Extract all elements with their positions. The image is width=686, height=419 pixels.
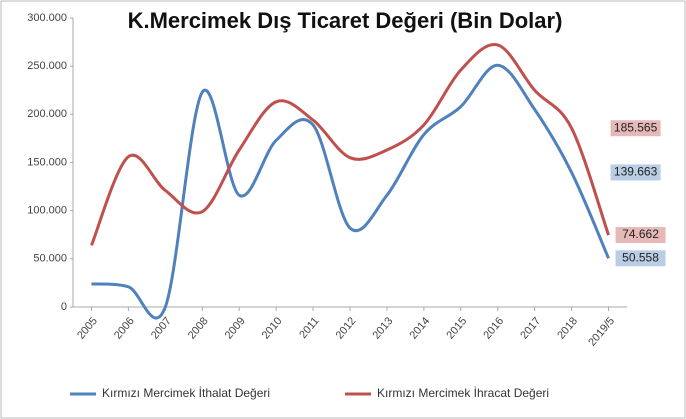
y-tick-label: 150.000: [27, 156, 67, 168]
data-label-box: [610, 164, 661, 181]
legend-label: Kırmızı Mercimek İthalat Değeri: [102, 386, 270, 400]
data-label: 139.663: [614, 165, 658, 179]
data-label: 185.565: [614, 120, 658, 134]
data-label-box: [615, 250, 666, 267]
y-tick-label: 200.000: [27, 108, 67, 120]
data-label-box: [610, 120, 661, 137]
y-tick-label: 250.000: [27, 60, 67, 72]
legend-label: Kırmızı Mercimek İhracat Değeri: [377, 386, 549, 400]
y-tick-label: 100.000: [27, 205, 67, 217]
chart-title: K.Mercimek Dış Ticaret Değeri (Bin Dolar…: [128, 8, 563, 33]
series-line: [90, 43, 610, 246]
series-line: [91, 63, 610, 320]
data-label-box: [615, 227, 666, 244]
y-tick-label: 50.000: [33, 253, 67, 265]
data-label: 74.662: [622, 227, 659, 241]
y-tick-label: 300.000: [27, 12, 67, 24]
data-label: 50.558: [622, 250, 659, 264]
y-tick-label: 0: [61, 301, 67, 313]
